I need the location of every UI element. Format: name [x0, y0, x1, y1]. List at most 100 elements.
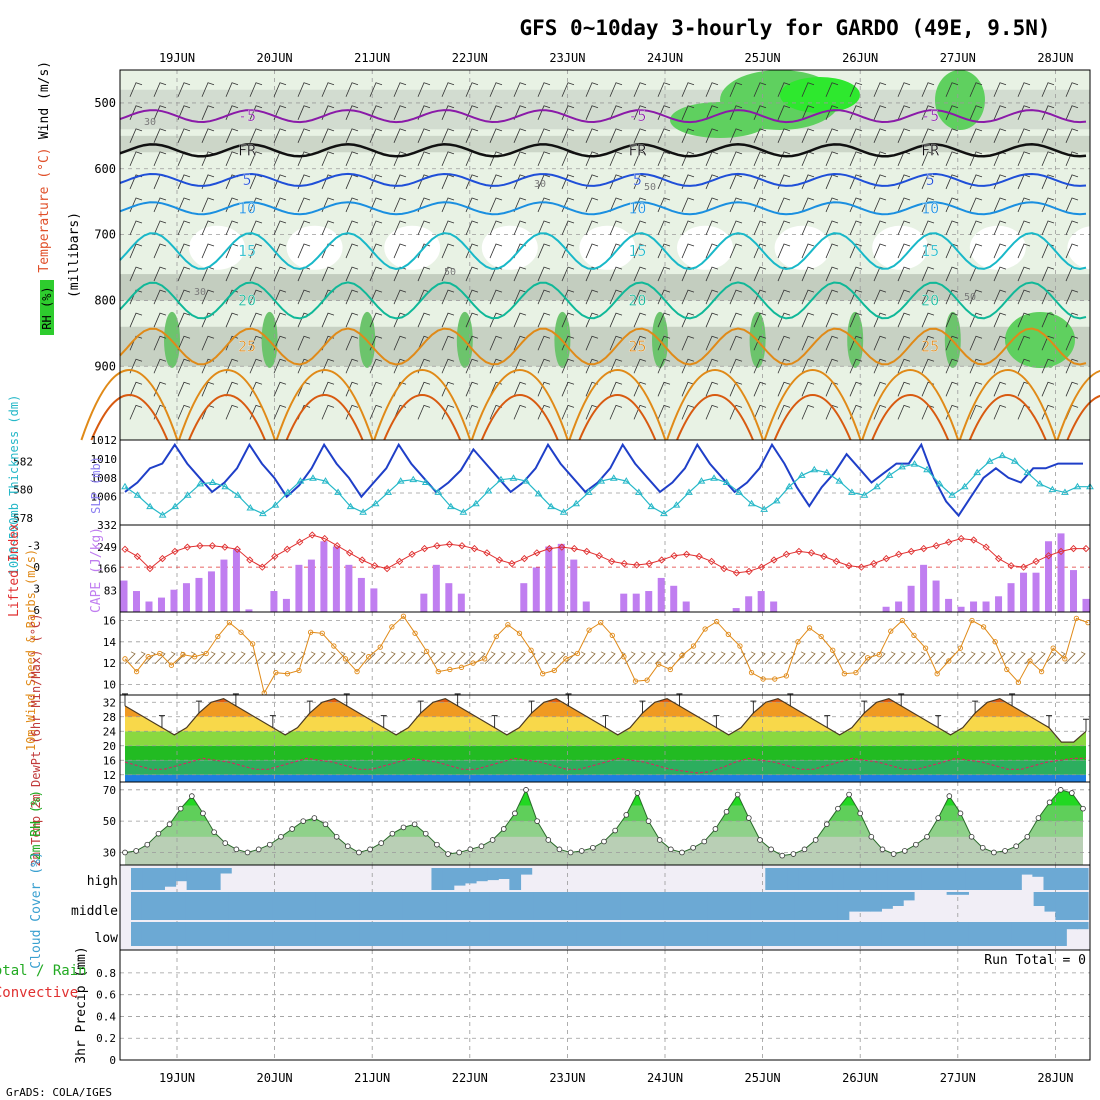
cloud-low-bar	[924, 922, 937, 946]
cloud-middle-bar	[881, 892, 893, 909]
rh-point	[846, 791, 852, 798]
wind-speed-point	[864, 655, 871, 661]
surface-wind-barb	[964, 651, 976, 665]
cape-bar	[1032, 572, 1040, 612]
wind-barb	[177, 358, 191, 374]
wind-barb	[969, 312, 983, 328]
wind-barb	[177, 174, 191, 190]
wind-barb	[633, 312, 647, 328]
cloud-middle-bar	[674, 892, 687, 920]
lifted-index-point	[795, 547, 803, 556]
wind-barb	[633, 82, 647, 97]
cloud-middle-bar	[348, 892, 360, 920]
cloud-middle-bar	[1066, 892, 1078, 920]
cape-bar	[745, 596, 753, 612]
warm-contour-arch-inner	[188, 394, 266, 441]
lifted-index-point	[533, 549, 541, 557]
cloud-middle-bar	[946, 892, 959, 895]
cloud-middle-bar	[740, 892, 752, 920]
thickness-point	[509, 474, 518, 481]
wind-barb	[897, 358, 911, 374]
wind-barb	[393, 197, 407, 213]
warm-contour-arch	[958, 369, 1057, 441]
wind-barb	[465, 358, 479, 374]
surface-wind-barb	[334, 651, 346, 665]
surface-wind-barb	[124, 651, 136, 665]
cloud-low-bar	[729, 922, 741, 946]
rh-point	[1080, 805, 1086, 812]
top-day-label: 24JUN	[647, 51, 683, 65]
wind-barb	[345, 312, 359, 328]
cloud-middle-bar	[305, 892, 317, 920]
surface-wind-barb	[374, 651, 386, 665]
cape-bar	[132, 591, 140, 612]
wind-barb	[777, 105, 791, 120]
surface-wind-barb	[574, 651, 586, 665]
cloud-high-bar	[976, 868, 989, 890]
wind-barb	[609, 128, 623, 143]
wind-barb	[993, 197, 1007, 213]
rh-point	[790, 851, 797, 857]
wind-speed-point	[458, 664, 465, 670]
wind-barb	[1017, 82, 1031, 97]
rh-point	[311, 815, 318, 821]
cloud-high-bar	[175, 868, 188, 882]
cape-bar	[170, 589, 178, 612]
cloud-low-bar	[1033, 922, 1046, 946]
wind-barb	[393, 220, 407, 236]
rh-point	[255, 846, 262, 853]
rh-point	[222, 840, 229, 846]
wind-barb	[801, 105, 815, 120]
lifted-index-point	[695, 552, 703, 561]
cloud-low-bar	[196, 922, 208, 946]
wind-barb	[897, 243, 911, 259]
wind-barb	[225, 289, 239, 305]
top-day-label: 25JUN	[745, 51, 781, 65]
wind-speed-point	[412, 630, 418, 636]
slp-tick: 1008	[91, 472, 118, 485]
rh-point	[879, 846, 886, 853]
thickness-point	[998, 451, 1007, 459]
wind-barb	[681, 128, 695, 143]
lifted-index-point	[333, 542, 341, 550]
surface-wind-barb	[354, 651, 366, 665]
wind-barb	[441, 82, 455, 97]
cloud-high-bar	[998, 868, 1011, 890]
surface-wind-barb	[644, 651, 656, 665]
cloud-middle-bar	[152, 892, 165, 920]
cloud-low-bar	[653, 922, 665, 946]
top-day-label: 27JUN	[940, 51, 976, 65]
wind-barb	[777, 197, 791, 213]
lifted-index-point	[670, 552, 678, 560]
wind-barb	[849, 197, 863, 213]
cloud-middle-bar	[957, 892, 969, 895]
lifted-index-point	[845, 562, 853, 570]
pressure-tick: 600	[94, 162, 116, 176]
cape-bar	[320, 541, 328, 612]
wind-barb	[921, 335, 935, 351]
surface-wind-barb	[254, 651, 266, 665]
wind-speed-point	[226, 619, 233, 626]
temp-tick: 24	[103, 725, 117, 738]
cloud-middle-bar	[1077, 892, 1089, 920]
wind-barb	[345, 289, 359, 305]
wind-barb	[1041, 197, 1055, 213]
wind-barb	[945, 381, 959, 397]
surface-wind-barb	[434, 651, 446, 665]
cape-bar	[1020, 572, 1028, 612]
thickness-point	[472, 499, 480, 507]
wind-barb	[705, 381, 719, 397]
thickness-point	[973, 468, 982, 476]
surface-wind-barb	[274, 651, 286, 665]
cloud-low-bar	[979, 922, 991, 946]
wind-speed-point	[354, 668, 360, 675]
cloud-middle-bar	[207, 892, 219, 920]
surface-wind-barb	[584, 651, 596, 665]
lifted-index-point	[283, 545, 291, 553]
surface-wind-barb	[684, 651, 696, 665]
cloud-low-bar	[631, 922, 643, 946]
wind-barb	[417, 404, 431, 420]
wind-speed-point	[180, 651, 186, 658]
wind-barb	[369, 381, 383, 397]
surface-wind-barb	[444, 651, 456, 665]
